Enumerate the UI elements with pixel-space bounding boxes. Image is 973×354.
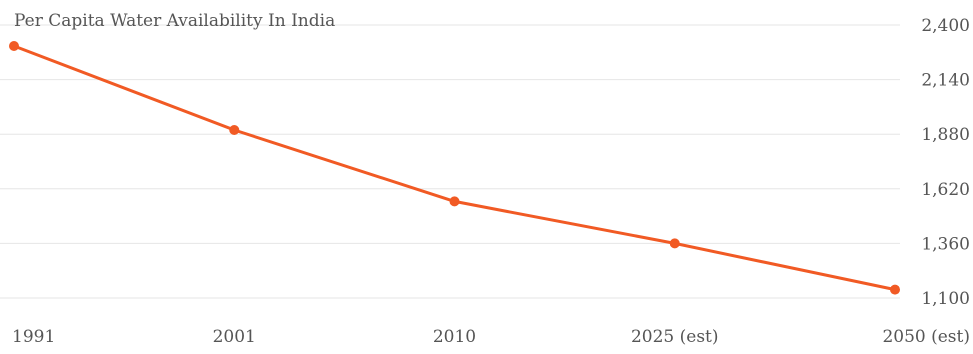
y-tick-label: 1,100 <box>921 289 970 309</box>
x-axis-tick-labels: 1991 2001 2010 2025 (est) 2050 (est) <box>12 327 970 347</box>
data-point <box>9 41 19 51</box>
chart-title: Per Capita Water Availability In India <box>14 11 335 31</box>
x-tick-label: 2001 <box>213 327 256 347</box>
x-tick-label: 2010 <box>433 327 476 347</box>
y-tick-label: 2,400 <box>921 16 970 36</box>
data-point <box>449 196 460 207</box>
data-point <box>229 125 240 135</box>
y-tick-label: 1,360 <box>921 234 970 254</box>
x-tick-label: 2025 (est) <box>631 327 719 347</box>
y-axis-tick-labels: 2,400 2,140 1,880 1,620 1,360 1,100 <box>921 16 970 309</box>
x-tick-label: 2050 (est) <box>882 327 970 347</box>
gridlines <box>0 24 900 299</box>
series <box>9 41 900 295</box>
x-tick-label: 1991 <box>12 327 55 347</box>
data-point <box>890 284 900 295</box>
y-tick-label: 1,620 <box>921 180 970 200</box>
y-tick-label: 1,880 <box>921 125 970 145</box>
series-line <box>12 44 897 292</box>
data-point <box>669 238 680 249</box>
y-tick-label: 2,140 <box>921 71 970 91</box>
